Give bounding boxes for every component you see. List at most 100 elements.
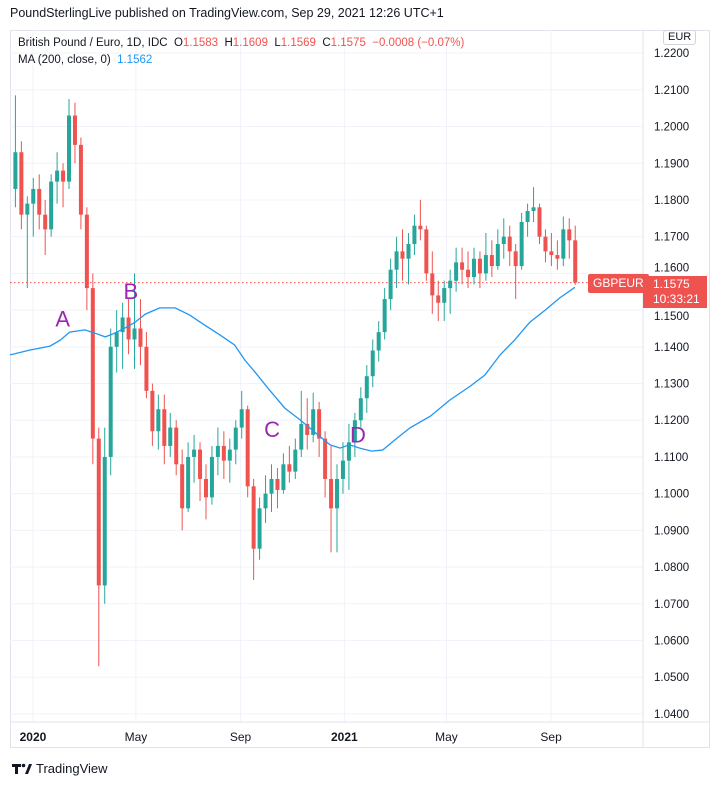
- candle-up: [156, 409, 161, 432]
- candle-up: [454, 262, 459, 281]
- candle-down: [144, 346, 149, 391]
- candle-up: [394, 251, 399, 270]
- candle-up: [120, 317, 125, 333]
- time-tick-label: 2021: [331, 730, 358, 744]
- candle-down: [275, 478, 280, 490]
- candle-up: [406, 244, 411, 259]
- candle-down: [203, 478, 208, 498]
- high-label: H: [224, 37, 233, 49]
- candle-down: [245, 409, 250, 487]
- candle-up: [299, 423, 304, 450]
- currency-button[interactable]: EUR: [663, 30, 697, 45]
- legend-main-row: British Pound / Euro, 1D, IDC O1.1583 H 1…: [18, 35, 464, 52]
- candle-up: [335, 478, 340, 509]
- legend-ma-row: MA (200, close, 0) 1.1562: [18, 52, 464, 69]
- candle-up: [340, 460, 345, 479]
- annotation-label-b: B: [123, 279, 138, 304]
- candle-down: [19, 152, 24, 215]
- chart-frame: [10, 30, 710, 748]
- candle-up: [67, 115, 72, 182]
- candle-down: [96, 438, 101, 586]
- ma-value: 1.1562: [117, 54, 153, 66]
- bar-countdown: 10:33:21: [653, 292, 700, 306]
- candle-down: [138, 328, 143, 347]
- candle-up: [388, 269, 393, 300]
- close-value: 1.1575: [330, 37, 366, 49]
- low-value: 1.1569: [280, 37, 316, 49]
- candle-down: [198, 449, 203, 479]
- tradingview-logo-icon: [12, 763, 32, 774]
- candle-down: [573, 240, 578, 283]
- candle-up: [346, 442, 351, 461]
- price-tick-label: 1.1200: [654, 415, 689, 427]
- candle-down: [543, 236, 548, 252]
- symbol-title[interactable]: British Pound / Euro, 1D, IDC: [18, 37, 168, 49]
- footer-brand: TradingView: [36, 761, 108, 776]
- candle-up: [31, 188, 36, 204]
- candle-up: [132, 328, 137, 340]
- candle-down: [61, 170, 66, 182]
- candle-down: [174, 427, 179, 465]
- price-tick-label: 1.1700: [654, 232, 689, 244]
- candle-up: [13, 152, 18, 189]
- candle-up: [531, 207, 536, 211]
- price-tick-label: 1.0700: [654, 599, 689, 611]
- candle-up: [442, 288, 447, 303]
- candle-up: [269, 478, 274, 494]
- candle-up: [358, 398, 363, 421]
- close-label: C: [322, 37, 331, 49]
- candle-down: [72, 115, 77, 145]
- candle-down: [287, 464, 292, 472]
- candle-down: [549, 251, 554, 256]
- time-tick-label: 2020: [20, 730, 47, 744]
- candle-up: [25, 203, 30, 215]
- price-tick-label: 1.0800: [654, 562, 689, 574]
- price-tick-label: 1.2200: [654, 48, 689, 60]
- candle-up: [114, 332, 119, 347]
- candle-down: [489, 255, 494, 267]
- candle-down: [305, 423, 310, 435]
- candle-up: [168, 427, 173, 446]
- annotation-label-a: A: [55, 307, 70, 332]
- candle-down: [513, 251, 518, 267]
- candle-up: [471, 258, 476, 278]
- price-tick-label: 1.0600: [654, 636, 689, 648]
- price-chart[interactable]: 1.2200 1.2100 1.2000 1.1900 1.1800 1.1700 1.16…: [10, 30, 710, 748]
- candle-up: [352, 420, 357, 443]
- candle-up: [257, 508, 262, 549]
- ma-label[interactable]: MA (200, close, 0): [18, 54, 111, 66]
- candle-down: [329, 478, 334, 509]
- tradingview-footer[interactable]: TradingView: [12, 761, 108, 776]
- price-tick-label: 1.1500: [654, 311, 689, 323]
- candle-up: [227, 449, 232, 461]
- candle-up: [382, 299, 387, 333]
- candle-down: [567, 229, 572, 241]
- symbol-badge: GBPEUR: [588, 274, 649, 293]
- price-tick-label: 1.1400: [654, 342, 689, 354]
- candle-up: [519, 221, 524, 267]
- open-label: O: [173, 37, 183, 49]
- candle-down: [162, 409, 167, 446]
- candle-up: [364, 376, 369, 399]
- candle-down: [43, 214, 48, 230]
- price-tick-label: 1.2100: [654, 85, 689, 97]
- open-value: 1.1583: [182, 37, 219, 49]
- time-tick-label: May: [435, 730, 458, 744]
- candle-down: [436, 295, 441, 303]
- candle-down: [317, 409, 322, 439]
- publisher-line: PoundSterlingLive published on TradingVi…: [10, 6, 444, 20]
- candle-up: [263, 493, 268, 509]
- candle-up: [495, 244, 500, 267]
- candle-up: [501, 236, 506, 245]
- candle-up: [311, 409, 316, 435]
- price-tick-label: 1.1800: [654, 195, 689, 207]
- time-tick-label: Sep: [540, 730, 562, 744]
- candle-up: [370, 350, 375, 377]
- candle-up: [233, 427, 238, 450]
- candle-down: [37, 188, 42, 215]
- candle-up: [448, 280, 453, 289]
- candle-down: [150, 390, 155, 432]
- chart-legend: British Pound / Euro, 1D, IDC O1.1583 H 1…: [18, 35, 464, 69]
- candle-down: [84, 214, 89, 289]
- price-tick-label: 1.0400: [654, 709, 689, 721]
